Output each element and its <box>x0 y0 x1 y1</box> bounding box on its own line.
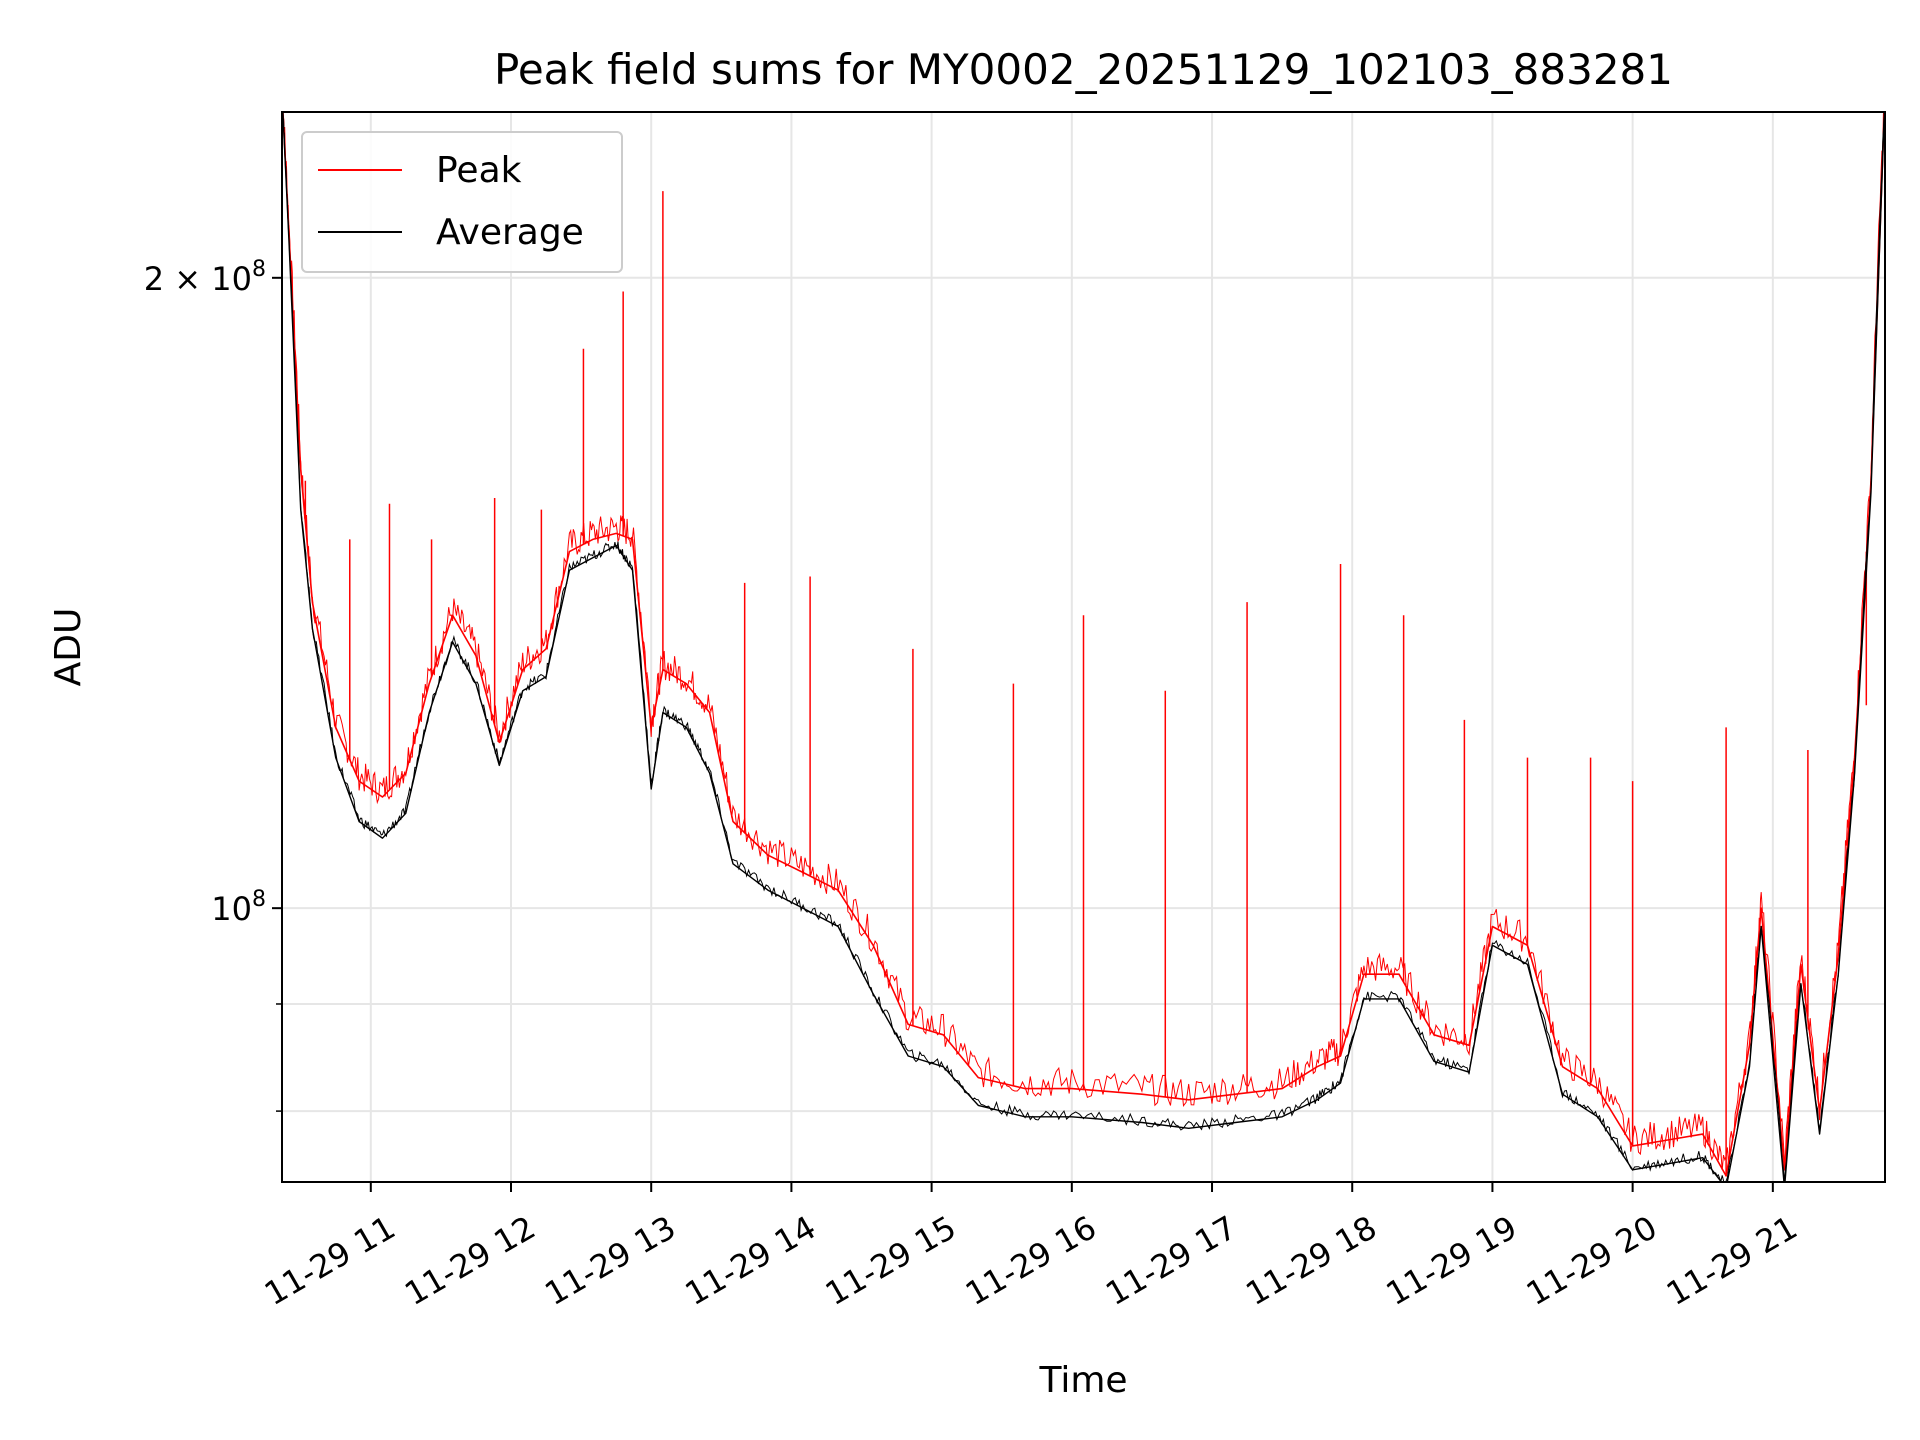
x-tick-label: 11-29 17 <box>1099 1208 1243 1313</box>
x-tick-label: 11-29 13 <box>538 1208 682 1313</box>
series-average <box>282 112 1885 1182</box>
y-axis-label: ADU <box>48 608 89 687</box>
series-noise-peak <box>282 112 1885 1171</box>
legend-box <box>301 131 623 273</box>
x-tick-label: 11-29 11 <box>258 1208 402 1313</box>
y-tick-base: 2 × 10 <box>144 260 252 298</box>
y-tick-label: 2 × 108 <box>144 257 266 298</box>
legend: Peak Average <box>301 131 623 273</box>
x-tick-label: 11-29 18 <box>1239 1208 1383 1313</box>
x-tick-label: 11-29 20 <box>1520 1208 1664 1313</box>
x-tick-label: 11-29 16 <box>959 1208 1103 1313</box>
legend-label-peak: Peak <box>436 150 522 191</box>
x-tick-label: 11-29 14 <box>679 1208 823 1313</box>
x-tick-label: 11-29 19 <box>1380 1208 1524 1313</box>
y-tick-base: 10 <box>211 890 252 928</box>
x-tick-label: 11-29 12 <box>398 1208 542 1313</box>
y-tick-exponent: 8 <box>252 887 266 912</box>
x-tick-label: 11-29 15 <box>819 1208 963 1313</box>
y-tick-exponent: 8 <box>252 257 266 282</box>
plot-frame <box>281 111 1886 1183</box>
x-tick-label: 11-29 21 <box>1660 1208 1804 1313</box>
data-series <box>282 112 1885 1182</box>
chart-title: Peak field sums for MY0002_20251129_1021… <box>494 45 1673 94</box>
x-axis-label: Time <box>1038 1360 1127 1401</box>
series-peak <box>282 112 1885 1177</box>
grid-lines <box>282 112 1885 1182</box>
series-noise-average <box>282 112 1885 1182</box>
legend-label-average: Average <box>436 212 584 253</box>
y-tick-label: 108 <box>211 887 266 928</box>
series-line-average <box>282 112 1885 1182</box>
